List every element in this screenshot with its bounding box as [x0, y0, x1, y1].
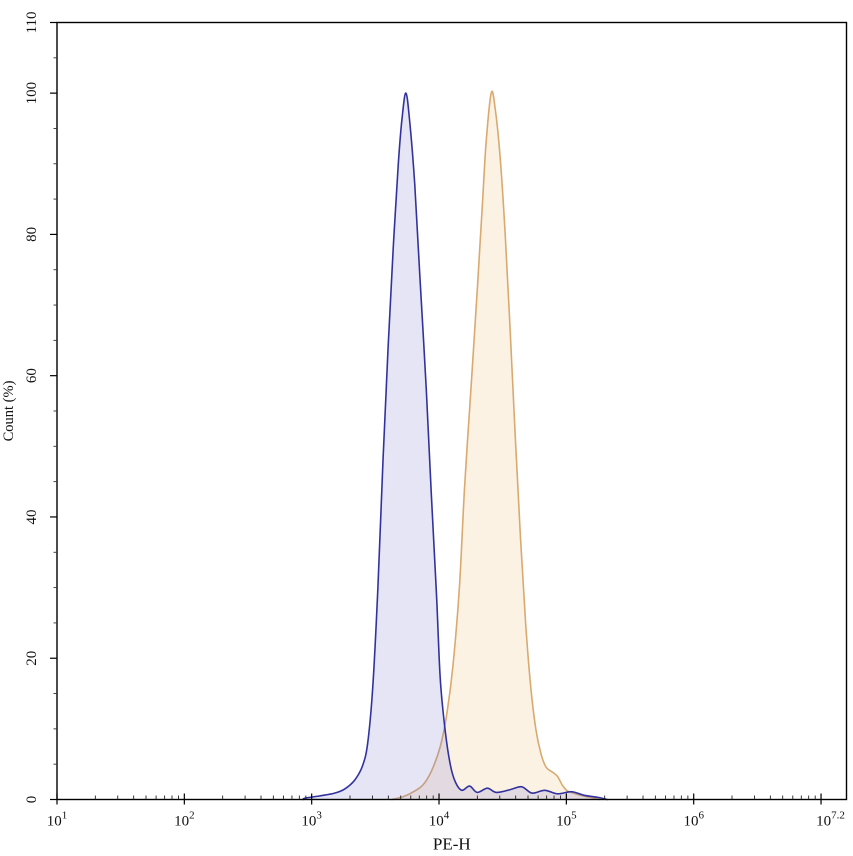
- x-tick-label: 101: [47, 810, 68, 830]
- x-tick-label: 105: [556, 810, 577, 830]
- y-tick-label: 60: [24, 368, 40, 383]
- orange-histogram-line: [391, 90, 601, 801]
- x-axis-title: PE-H: [433, 835, 471, 854]
- y-tick-label: 100: [24, 82, 40, 105]
- x-tick-label: 106: [683, 810, 704, 830]
- y-axis: 0 20 40 60 80 100 110: [24, 12, 57, 804]
- y-tick-label: 20: [24, 651, 40, 666]
- y-tick-label: 80: [24, 227, 40, 242]
- orange-histogram-fill: [391, 91, 600, 800]
- x-axis: 101 102 103 104 105 106 107.2: [47, 793, 845, 830]
- y-axis-title: Count (%): [1, 380, 17, 441]
- x-tick-label: 107.2: [816, 810, 845, 830]
- blue-histogram-fill: [302, 93, 608, 800]
- y-tick-label: 110: [24, 12, 40, 34]
- y-tick-label: 40: [24, 509, 40, 524]
- y-tick-label: 0: [24, 796, 40, 804]
- blue-histogram-line: [302, 92, 608, 801]
- x-tick-label: 102: [174, 810, 195, 830]
- histogram-series: [302, 90, 608, 801]
- blue-histogram-curve: [302, 92, 608, 801]
- x-tick-label: 103: [301, 810, 322, 830]
- orange-histogram-curve: [391, 90, 601, 801]
- x-tick-label: 104: [429, 810, 450, 830]
